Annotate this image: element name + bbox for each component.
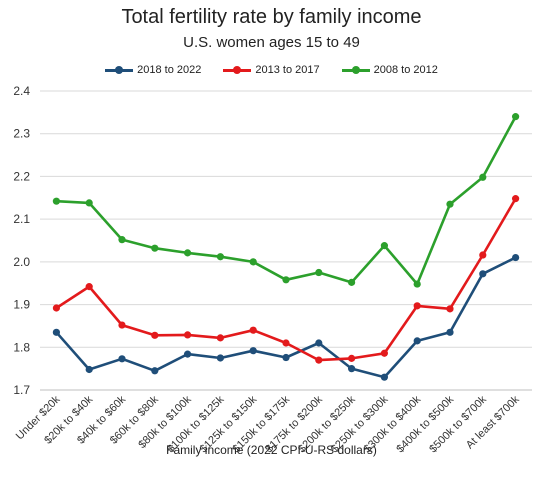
y-tick-label: 2.3	[13, 127, 30, 141]
data-point	[282, 339, 290, 347]
data-point	[52, 304, 61, 312]
legend-swatch-2008-2012	[341, 64, 370, 76]
data-point	[118, 236, 126, 244]
chart-subtitle: U.S. women ages 15 to 49	[183, 34, 360, 51]
data-point	[446, 200, 454, 208]
data-point	[413, 337, 421, 345]
data-point	[52, 197, 61, 205]
data-point	[52, 328, 61, 336]
data-point	[151, 244, 159, 252]
legend-swatch-2018-2022	[105, 64, 134, 76]
data-point	[249, 326, 257, 334]
data-point	[249, 347, 257, 355]
legend-label-2013-2017: 2013 to 2017	[255, 64, 320, 76]
data-point	[118, 321, 126, 329]
data-point	[315, 339, 323, 347]
y-tick-label: 2.2	[13, 169, 30, 183]
data-point	[413, 302, 421, 310]
data-point	[216, 334, 224, 342]
data-point	[479, 251, 487, 259]
data-point	[151, 331, 159, 339]
y-tick-label: 2.1	[13, 212, 30, 226]
y-tick-label: 1.8	[13, 340, 30, 354]
y-tick-label: 1.7	[13, 383, 30, 397]
series-line	[56, 115, 517, 286]
legend-item-2013-2017: 2013 to 2017	[223, 64, 320, 76]
data-point	[184, 331, 192, 339]
data-point	[85, 365, 93, 374]
data-point	[216, 354, 224, 362]
data-point	[348, 365, 356, 373]
data-point	[413, 280, 421, 288]
data-point	[85, 199, 93, 207]
legend-label-2018-2022: 2018 to 2022	[137, 64, 202, 76]
data-point	[348, 354, 356, 362]
data-point	[184, 249, 192, 257]
data-point	[511, 113, 520, 121]
data-point	[282, 353, 290, 362]
data-point	[479, 173, 487, 181]
data-point	[511, 195, 520, 203]
data-point	[151, 367, 159, 375]
legend-item-2008-2012: 2008 to 2012	[341, 64, 438, 76]
data-point	[479, 270, 487, 278]
data-point	[85, 283, 93, 291]
chart-title: Total fertility rate by family income	[121, 6, 422, 28]
data-point	[348, 278, 356, 286]
data-point	[446, 305, 454, 313]
legend-item-2018-2022: 2018 to 2022	[105, 64, 201, 76]
data-point	[380, 242, 388, 250]
data-point	[380, 349, 388, 357]
legend-label-2008-2012: 2008 to 2012	[373, 64, 438, 76]
data-point	[380, 373, 388, 381]
data-point	[249, 258, 257, 266]
data-point	[282, 276, 290, 284]
y-tick-label: 2.4	[13, 84, 30, 98]
data-point	[118, 355, 126, 363]
y-tick-label: 1.9	[13, 298, 30, 312]
data-point	[315, 268, 323, 277]
data-point	[184, 350, 192, 358]
x-axis-title: Family income (2022 CPI-U-RS dollars)	[166, 443, 377, 457]
data-point	[315, 356, 323, 364]
y-tick-label: 2.0	[13, 255, 30, 269]
data-point	[216, 253, 224, 261]
legend-swatch-2013-2017	[223, 64, 252, 76]
legend: 2018 to 2022 2013 to 2017 2008 to 2012	[0, 64, 543, 76]
data-point	[511, 253, 520, 262]
data-point	[446, 328, 454, 336]
